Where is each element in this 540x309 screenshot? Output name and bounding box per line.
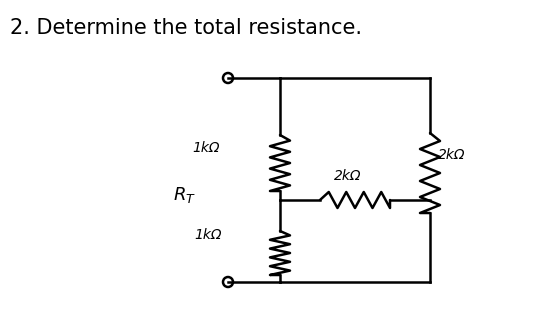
Text: 1kΩ: 1kΩ xyxy=(194,228,222,242)
Text: 1kΩ: 1kΩ xyxy=(192,141,220,155)
Text: $R_T$: $R_T$ xyxy=(173,185,197,205)
Text: 2. Determine the total resistance.: 2. Determine the total resistance. xyxy=(10,18,362,38)
Text: 2kΩ: 2kΩ xyxy=(334,169,362,183)
Text: 2kΩ: 2kΩ xyxy=(438,148,465,162)
